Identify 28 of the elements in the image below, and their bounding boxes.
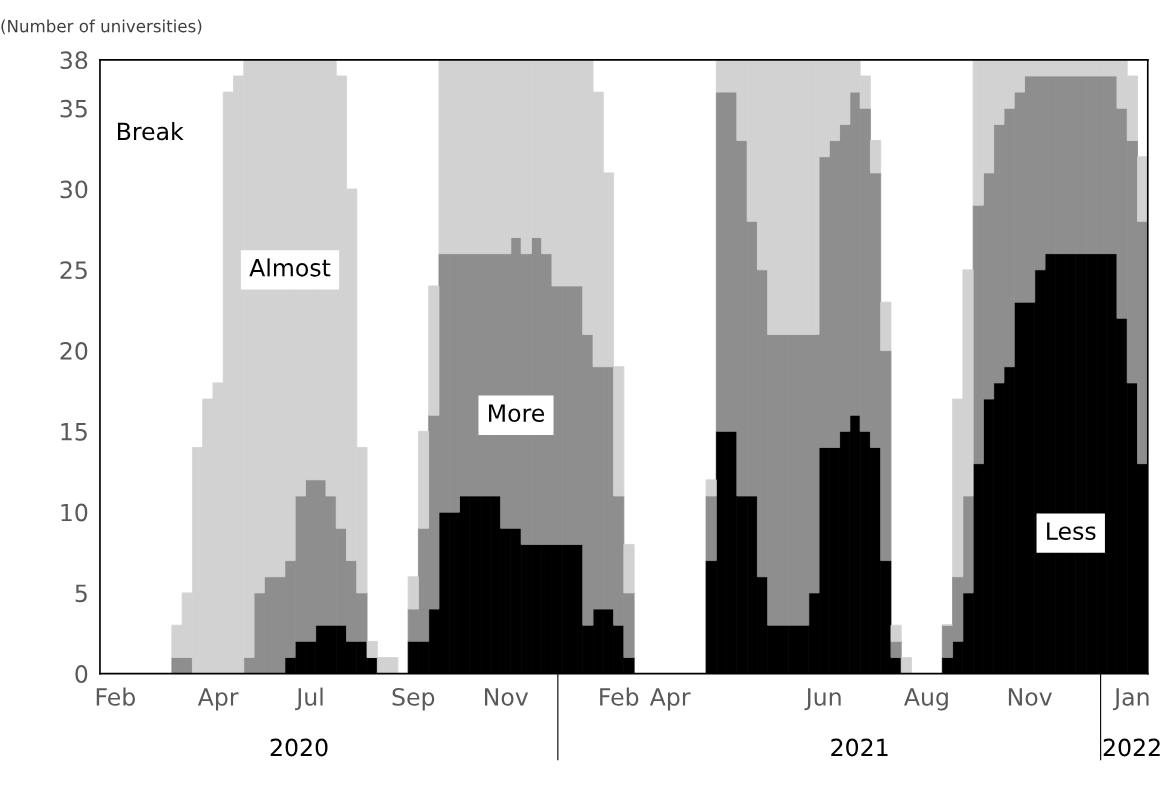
y-tick-label: 10 bbox=[61, 503, 88, 522]
text: 2022 bbox=[1103, 738, 1160, 757]
text: 2020 bbox=[270, 738, 328, 757]
y-tick-label: 20 bbox=[60, 342, 88, 360]
y-tick-label: 35 bbox=[60, 99, 87, 118]
x-tick-label: Nov bbox=[485, 688, 529, 706]
x-tick-label: Jan bbox=[1112, 688, 1149, 711]
x-tick-label: Feb bbox=[96, 687, 135, 706]
x-tick-label: Feb bbox=[600, 687, 639, 706]
series-label: Less bbox=[1047, 522, 1096, 540]
text: 2021 bbox=[831, 738, 888, 757]
y-axis-title: (Number of universities) bbox=[1, 19, 202, 35]
x-tick-label: Sep bbox=[392, 687, 435, 711]
x-tick-label: Aug bbox=[904, 688, 948, 711]
x-tick-label: Apr bbox=[649, 688, 691, 711]
x-tick-label: Nov bbox=[1008, 688, 1052, 706]
y-tick-label: 5 bbox=[75, 584, 87, 603]
annotation: Break bbox=[117, 122, 184, 141]
x-tick-label: Jul bbox=[295, 687, 323, 711]
series-label: More bbox=[489, 404, 545, 423]
x-tick-label: Apr bbox=[197, 688, 239, 711]
x-tick-label: Jun bbox=[804, 688, 841, 711]
y-tick-label: 38 bbox=[60, 51, 88, 70]
y-tick-label: 25 bbox=[60, 261, 87, 280]
series-label: Almost bbox=[249, 258, 331, 277]
y-tick-label: 30 bbox=[60, 180, 88, 199]
y-tick-label: 0 bbox=[75, 665, 88, 683]
y-tick-label: 15 bbox=[61, 423, 87, 441]
